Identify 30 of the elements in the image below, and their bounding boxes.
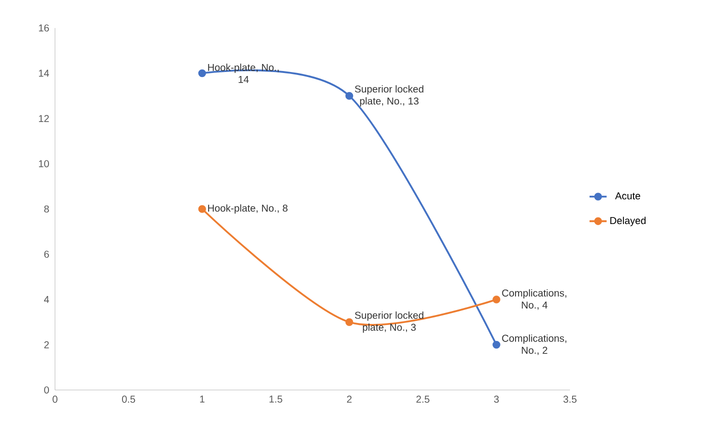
x-tick-label: 1.5 bbox=[270, 396, 282, 403]
x-tick-label: 3 bbox=[494, 396, 499, 403]
data-label: Superior locked plate, No., 3 bbox=[354, 311, 424, 333]
y-tick-label: 12 bbox=[38, 115, 49, 122]
x-tick-label: 0 bbox=[52, 396, 58, 403]
x-tick-label: 1 bbox=[200, 396, 204, 403]
legend-label: Acute bbox=[615, 192, 640, 200]
data-label: Complications, No., 2 bbox=[502, 334, 566, 356]
legend-label: Delayed bbox=[610, 216, 646, 226]
data-label: Superior locked plate, No., 13 bbox=[354, 85, 424, 107]
x-tick-label: 0.5 bbox=[122, 396, 136, 403]
data-label: Hook-plate, No., 8 bbox=[208, 204, 288, 214]
y-tick-label: 8 bbox=[44, 205, 49, 213]
y-tick-label: 10 bbox=[38, 160, 49, 168]
y-tick-label: 14 bbox=[38, 70, 50, 77]
y-tick-label: 4 bbox=[44, 296, 50, 303]
point bbox=[492, 296, 500, 304]
point bbox=[198, 205, 206, 213]
y-tick-label: 2 bbox=[44, 341, 49, 348]
data-label: Complications, No., 4 bbox=[502, 289, 566, 310]
y-tick-label: 0 bbox=[44, 386, 49, 394]
x-tick-label: 3.5 bbox=[563, 396, 577, 403]
point bbox=[345, 92, 354, 100]
point bbox=[492, 340, 500, 349]
point bbox=[345, 318, 354, 326]
point bbox=[198, 69, 206, 78]
y-tick-label: 6 bbox=[44, 250, 49, 258]
x-tick-label: 2.5 bbox=[416, 396, 430, 403]
y-tick-label: 16 bbox=[38, 24, 49, 32]
x-tick-label: 2 bbox=[347, 396, 352, 403]
